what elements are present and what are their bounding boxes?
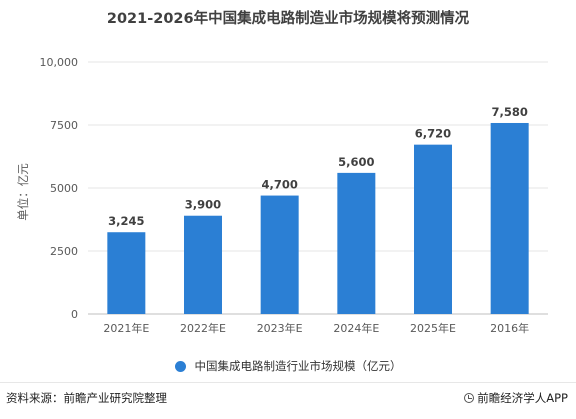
x-tick-label: 2021年E <box>103 321 149 335</box>
bar-value-label: 4,700 <box>261 178 297 192</box>
bar <box>490 122 529 314</box>
y-tick-label: 2500 <box>50 245 78 258</box>
y-tick-label: 7500 <box>50 119 78 132</box>
y-tick-label: 0 <box>71 308 78 321</box>
x-tick-label: 2025年E <box>410 321 456 335</box>
source-note: 资料来源：前瞻产业研究院整理 <box>6 391 167 405</box>
footer: 资料来源：前瞻产业研究院整理 前瞻经济学人APP <box>0 382 576 419</box>
legend-marker <box>174 360 186 372</box>
chart-title: 2021-2026年中国集成电路制造业市场规模将预测情况 <box>106 11 470 27</box>
bars: 3,245 3,900 4,700 5,600 6,720 7,580 <box>107 105 529 314</box>
bar-value-label: 3,900 <box>185 198 221 212</box>
legend: 中国集成电路制造行业市场规模（亿元） <box>0 358 576 374</box>
brand-logo-icon <box>464 393 475 403</box>
bar <box>260 195 299 314</box>
bar <box>414 144 452 314</box>
footer-divider <box>0 382 576 383</box>
bar-value-label: 6,720 <box>415 127 451 141</box>
y-tick-label: 5000 <box>50 182 78 195</box>
y-axis-label: 单位：亿元 <box>16 163 30 221</box>
x-tick-label: 2016年 <box>490 321 529 335</box>
y-tick-label: 10,000 <box>40 56 79 69</box>
brand-label: 前瞻经济学人APP <box>477 391 568 405</box>
bar <box>107 232 146 314</box>
bar-value-label: 3,245 <box>108 214 144 228</box>
bar-value-label: 7,580 <box>491 105 527 119</box>
gridlines <box>88 61 548 315</box>
x-tick-label: 2024年E <box>333 321 379 335</box>
x-tick-label: 2022年E <box>180 321 226 335</box>
x-axis-ticks: 2021年E 2022年E 2023年E 2024年E 2025年E 2016年 <box>103 321 529 335</box>
bar <box>184 215 222 314</box>
bar-value-label: 5,600 <box>338 155 374 169</box>
brand-credit[interactable]: 前瞻经济学人APP <box>464 390 568 406</box>
x-tick-label: 2023年E <box>257 321 303 335</box>
legend-label: 中国集成电路制造行业市场规模（亿元） <box>194 359 402 373</box>
y-axis-ticks: 0 2500 5000 7500 10,000 <box>40 56 79 321</box>
bar <box>337 172 376 314</box>
